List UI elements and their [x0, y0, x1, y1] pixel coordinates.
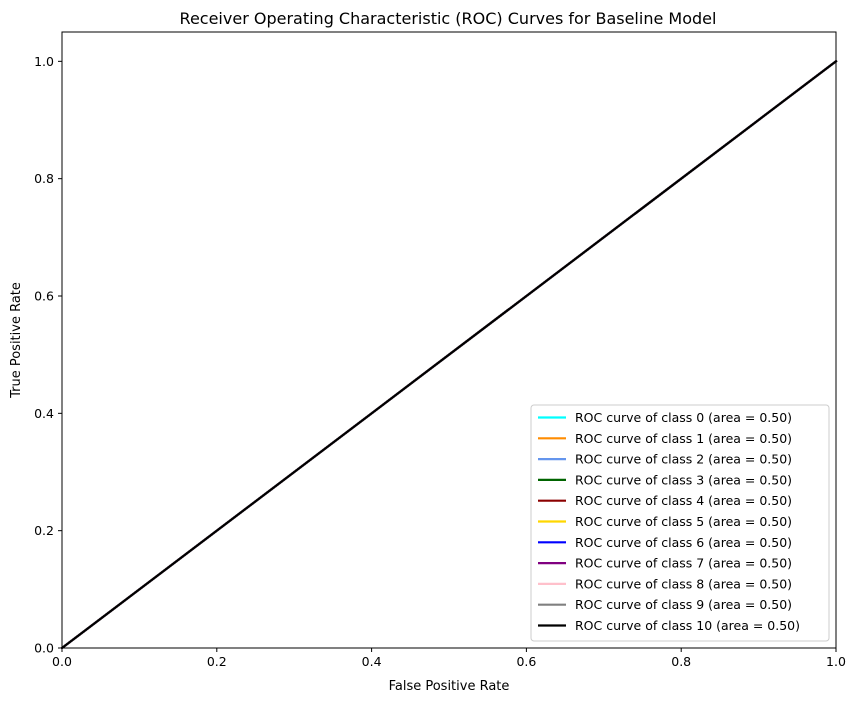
legend-entry-label: ROC curve of class 9 (area = 0.50) — [575, 597, 792, 612]
legend-entry-label: ROC curve of class 4 (area = 0.50) — [575, 493, 792, 508]
legend-entry-label: ROC curve of class 1 (area = 0.50) — [575, 431, 792, 446]
plot-frame — [61, 31, 837, 649]
x-tick-label: 0.4 — [362, 654, 382, 669]
x-axis-label: False Positive Rate — [389, 679, 510, 694]
y-tick-label: 0.4 — [34, 406, 54, 421]
legend-entry-label: ROC curve of class 0 (area = 0.50) — [575, 410, 792, 425]
x-tick-label: 0.8 — [671, 654, 691, 669]
legend-entry-label: ROC curve of class 8 (area = 0.50) — [575, 576, 792, 591]
y-tick-label: 1.0 — [34, 54, 54, 69]
legend-entry-label: ROC curve of class 7 (area = 0.50) — [575, 556, 792, 571]
y-axis-ticks: 0.0 0.2 0.4 0.6 0.8 1.0 — [34, 54, 62, 656]
y-tick-label: 0.2 — [34, 523, 54, 538]
chart-title: Receiver Operating Characteristic (ROC) … — [180, 9, 717, 28]
roc-curves — [60, 59, 838, 650]
legend-box — [530, 404, 830, 642]
y-tick-label: 0.0 — [34, 641, 54, 656]
legend-entry-label: ROC curve of class 10 (area = 0.50) — [575, 618, 800, 633]
y-tick-label: 0.8 — [34, 171, 54, 186]
roc-curve-class-10 — [60, 59, 838, 650]
x-tick-label: 1.0 — [826, 654, 846, 669]
legend-entry-label: ROC curve of class 6 (area = 0.50) — [575, 535, 792, 550]
x-tick-label: 0.0 — [52, 654, 72, 669]
legend-entry-label: ROC curve of class 3 (area = 0.50) — [575, 472, 792, 487]
y-axis-label: True Positive Rate — [9, 282, 24, 399]
legend-entry-label: ROC curve of class 5 (area = 0.50) — [575, 514, 792, 529]
x-tick-label: 0.2 — [207, 654, 227, 669]
y-tick-label: 0.6 — [34, 289, 54, 304]
x-tick-label: 0.6 — [516, 654, 536, 669]
legend: ROC curve of class 0 (area = 0.50) ROC cu… — [530, 404, 830, 642]
x-axis-ticks: 0.0 0.2 0.4 0.6 0.8 1.0 — [52, 648, 846, 669]
legend-entry-label: ROC curve of class 2 (area = 0.50) — [575, 452, 792, 467]
